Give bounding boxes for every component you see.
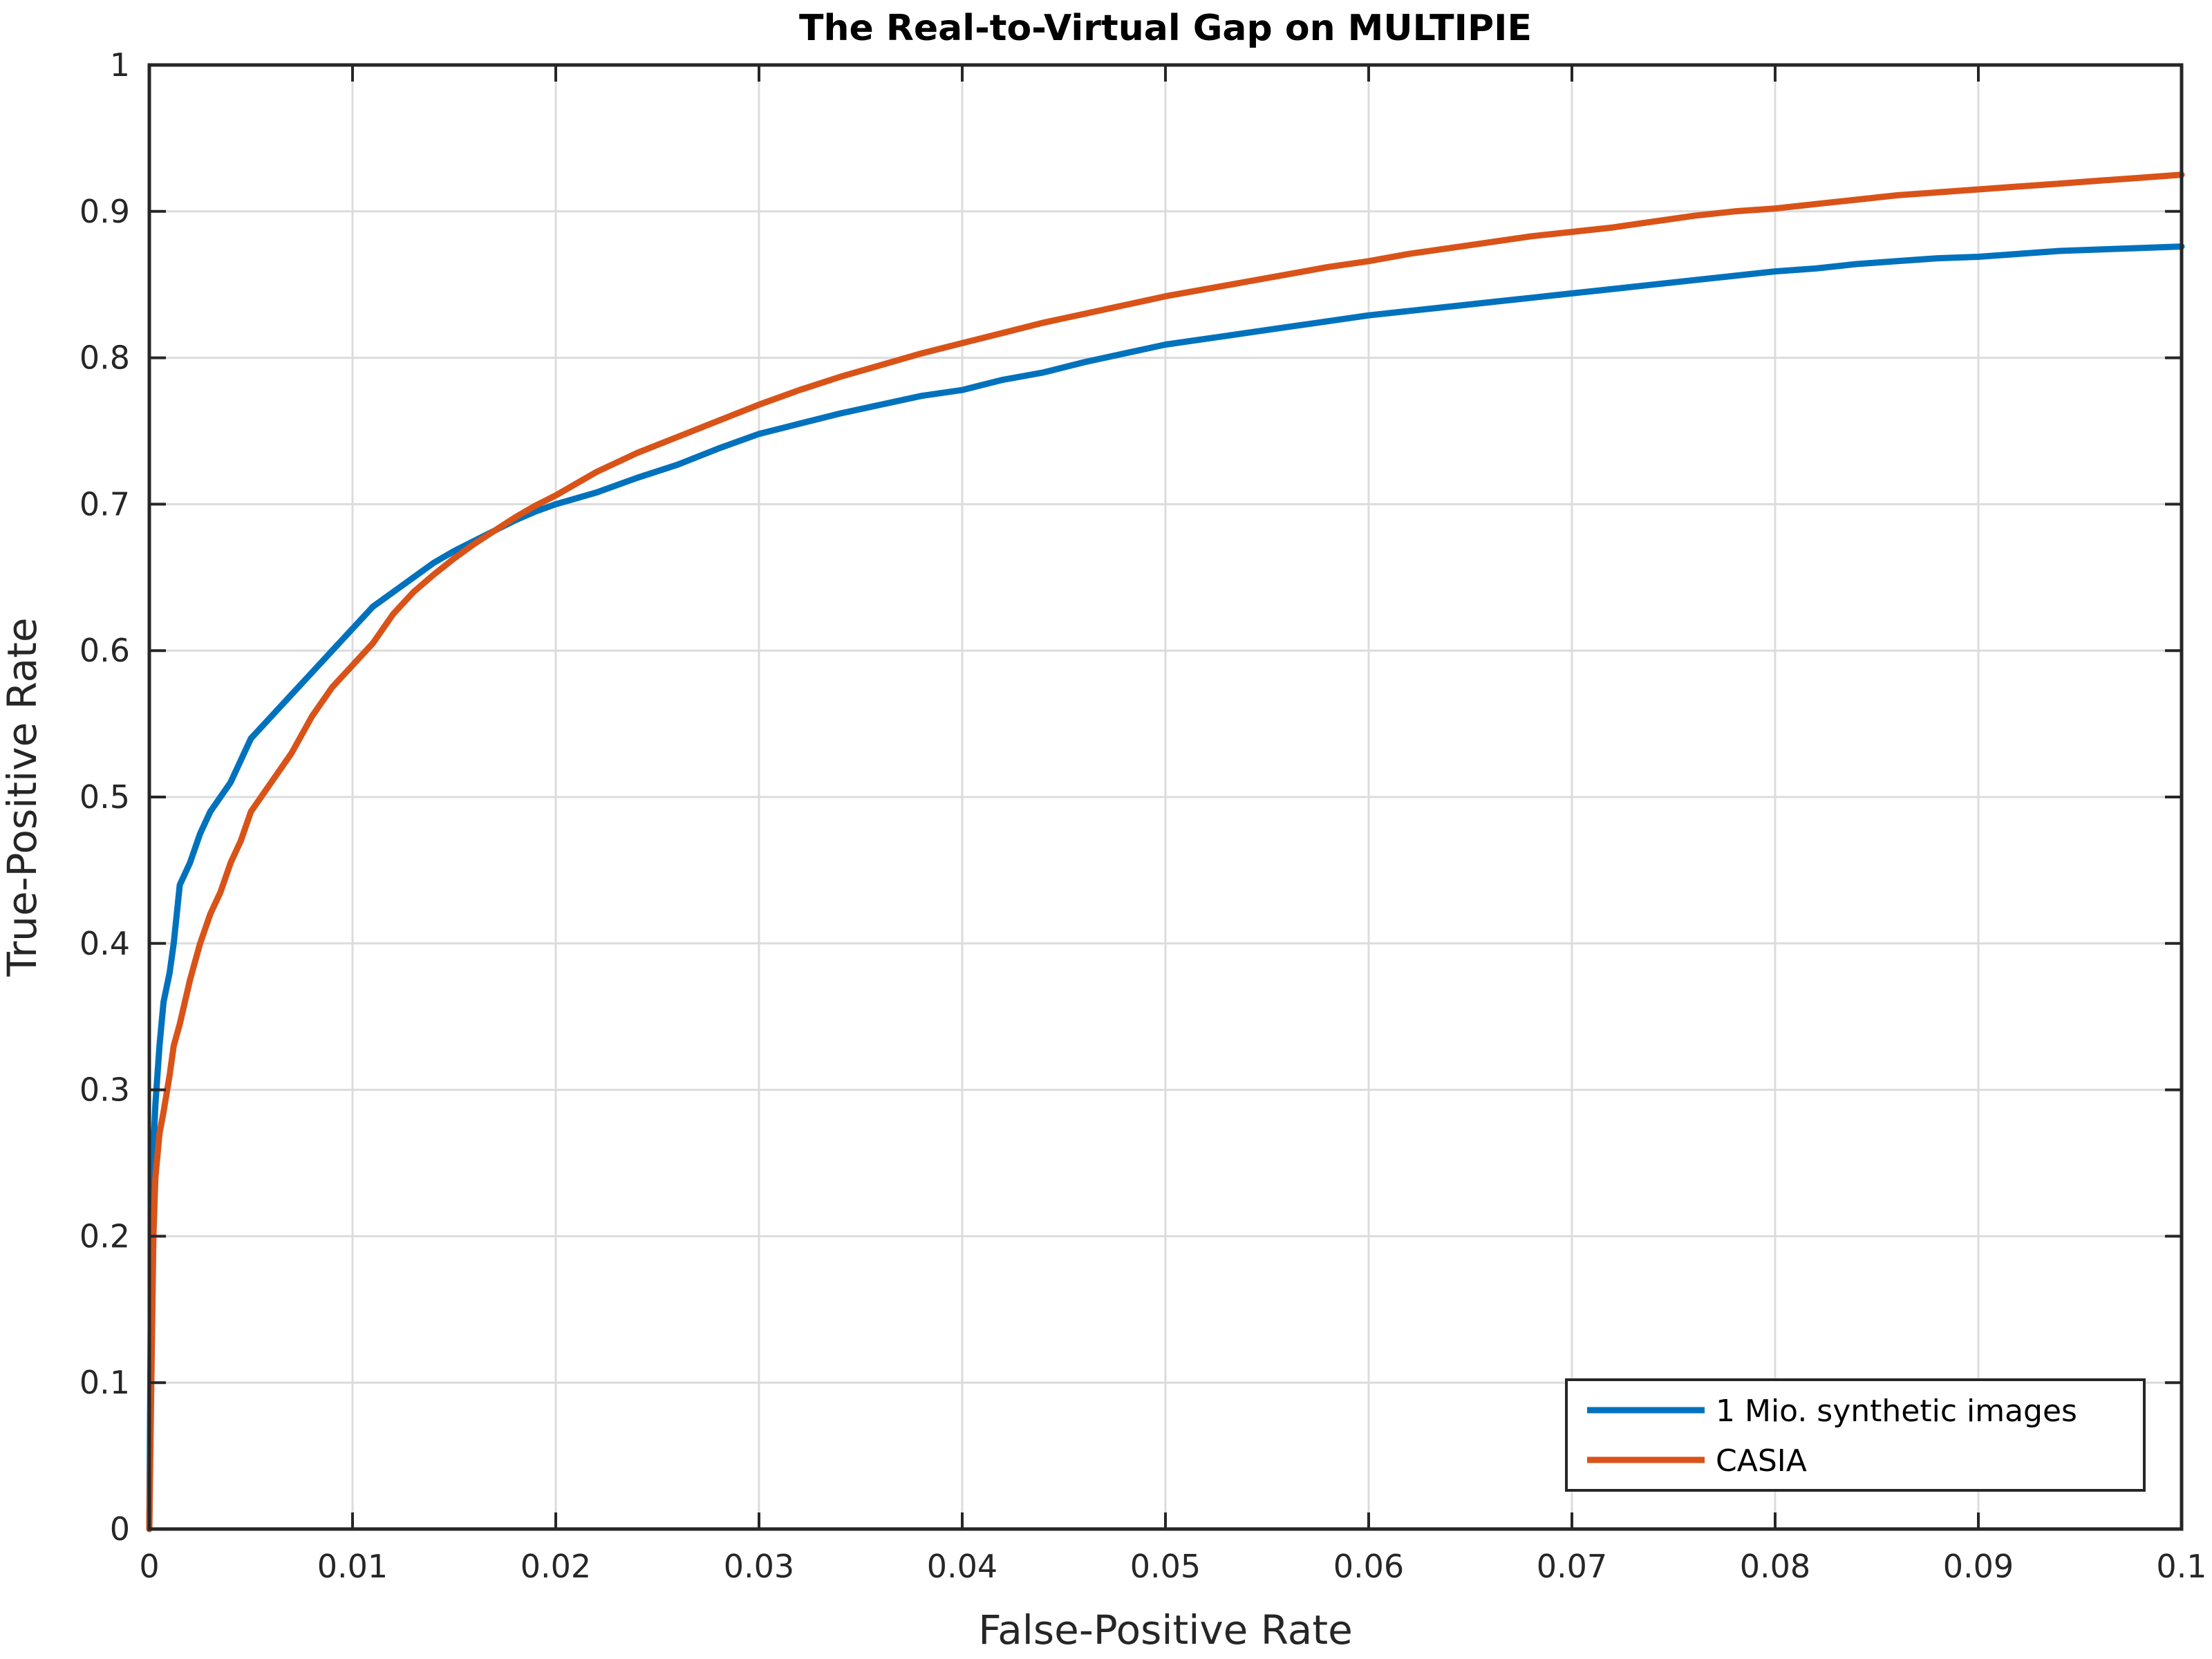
y-tick-label: 0.3	[79, 1071, 130, 1109]
series-line-casia	[146, 171, 2185, 1533]
y-axis-label: True-Positive Rate	[0, 617, 46, 977]
x-tick-label: 0.08	[1740, 1548, 1810, 1585]
y-tick-label: 0	[110, 1510, 130, 1548]
x-tick-label: 0.1	[2156, 1548, 2206, 1585]
legend-label-synthetic: 1 Mio. synthetic images	[1716, 1394, 2077, 1429]
legend: 1 Mio. synthetic images CASIA	[1565, 1378, 2146, 1492]
axis-ticks: 0 0.01 0.02 0.03 0.04 0.05 0.06 0.07 0.08 0.09 0.1…	[79, 46, 2207, 1585]
y-tick-label: 0.2	[79, 1217, 130, 1255]
x-tick-label: 0.06	[1333, 1548, 1404, 1585]
y-tick-label: 0.9	[79, 193, 130, 230]
legend-box	[1565, 1378, 2146, 1492]
y-tick-label: 0.5	[79, 778, 130, 816]
y-tick-label: 0.4	[79, 925, 130, 962]
series-line-synthetic	[146, 243, 2185, 1533]
x-axis-label: False-Positive Rate	[978, 1606, 1353, 1653]
y-tick-label: 0.8	[79, 339, 130, 377]
legend-label-casia: CASIA	[1716, 1443, 1807, 1479]
y-tick-label: 0.1	[79, 1364, 130, 1401]
x-tick-label: 0	[139, 1548, 159, 1585]
chart-title: The Real-to-Virtual Gap on MULTIPIE	[799, 8, 1532, 49]
y-tick-label: 0.7	[79, 485, 130, 523]
x-tick-label: 0.04	[927, 1548, 997, 1585]
x-tick-label: 0.05	[1130, 1548, 1201, 1585]
x-tick-label: 0.03	[724, 1548, 794, 1585]
series-layer	[146, 171, 2185, 1533]
y-tick-label: 1	[110, 46, 130, 84]
x-tick-label: 0.01	[317, 1548, 388, 1585]
x-tick-label: 0.09	[1943, 1548, 2014, 1585]
x-tick-label: 0.07	[1537, 1548, 1607, 1585]
x-tick-label: 0.02	[521, 1548, 591, 1585]
y-tick-label: 0.6	[79, 632, 130, 669]
